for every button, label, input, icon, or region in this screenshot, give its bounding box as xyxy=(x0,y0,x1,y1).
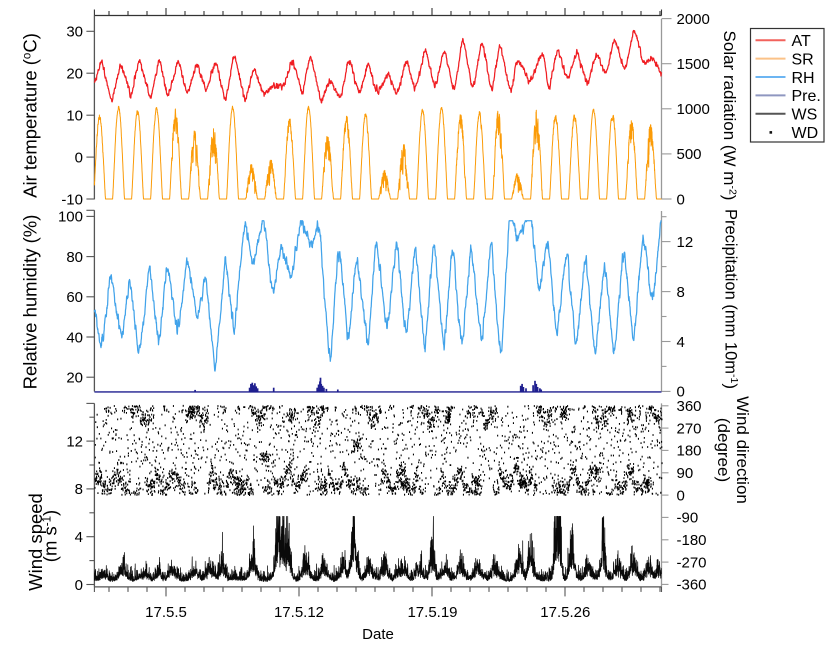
svg-text:-180: -180 xyxy=(677,532,707,549)
svg-text:0: 0 xyxy=(75,149,83,166)
svg-text:RH: RH xyxy=(792,70,815,87)
svg-text:8: 8 xyxy=(75,481,83,498)
svg-text:Precipitation (mm 10m-1): Precipitation (mm 10m-1) xyxy=(722,209,741,389)
svg-text:17.5.19: 17.5.19 xyxy=(407,604,457,621)
svg-text:8: 8 xyxy=(677,284,685,301)
svg-text:80: 80 xyxy=(66,249,83,266)
svg-text:Air temperature (oC): Air temperature (oC) xyxy=(20,33,41,198)
svg-text:WS: WS xyxy=(792,107,818,124)
svg-text:Wind direction: Wind direction xyxy=(733,396,752,504)
svg-text:40: 40 xyxy=(66,329,83,346)
svg-text:30: 30 xyxy=(66,24,83,41)
svg-text:Relative humidity (%): Relative humidity (%) xyxy=(20,215,41,390)
svg-text:AT: AT xyxy=(792,33,811,50)
svg-text:90: 90 xyxy=(677,465,694,482)
svg-text:Wind speed: Wind speed xyxy=(25,493,46,591)
svg-text:0: 0 xyxy=(677,487,685,504)
svg-text:360: 360 xyxy=(677,398,702,415)
svg-text:60: 60 xyxy=(66,289,83,306)
svg-text:Pre.: Pre. xyxy=(792,88,821,105)
svg-text:270: 270 xyxy=(677,420,702,437)
svg-text:100: 100 xyxy=(58,209,83,226)
svg-text:500: 500 xyxy=(677,146,702,163)
svg-text:1000: 1000 xyxy=(677,101,710,118)
svg-text:1500: 1500 xyxy=(677,56,710,73)
svg-text:4: 4 xyxy=(677,334,685,351)
svg-text:-270: -270 xyxy=(677,554,707,571)
svg-text:-90: -90 xyxy=(677,510,699,527)
svg-text:0: 0 xyxy=(677,191,685,208)
svg-text:4: 4 xyxy=(75,529,83,546)
svg-text:-360: -360 xyxy=(677,577,707,594)
svg-text:Date: Date xyxy=(362,626,394,643)
svg-text:20: 20 xyxy=(66,66,83,83)
svg-text:20: 20 xyxy=(66,370,83,387)
svg-text:180: 180 xyxy=(677,443,702,460)
svg-text:-10: -10 xyxy=(61,191,83,208)
svg-text:10: 10 xyxy=(66,107,83,124)
svg-text:0: 0 xyxy=(75,577,83,594)
svg-text:17.5.26: 17.5.26 xyxy=(540,604,590,621)
svg-text:2000: 2000 xyxy=(677,11,710,28)
svg-text:(degree): (degree) xyxy=(714,418,733,482)
svg-text:12: 12 xyxy=(66,433,83,450)
svg-text:12: 12 xyxy=(677,234,694,251)
svg-text:WD: WD xyxy=(792,125,819,142)
svg-text:SR: SR xyxy=(792,51,814,68)
svg-text:17.5.12: 17.5.12 xyxy=(274,604,324,621)
svg-text:0: 0 xyxy=(677,384,685,401)
svg-text:17.5.5: 17.5.5 xyxy=(145,604,187,621)
svg-text:Solar radiation (W m-2): Solar radiation (W m-2) xyxy=(720,31,739,201)
